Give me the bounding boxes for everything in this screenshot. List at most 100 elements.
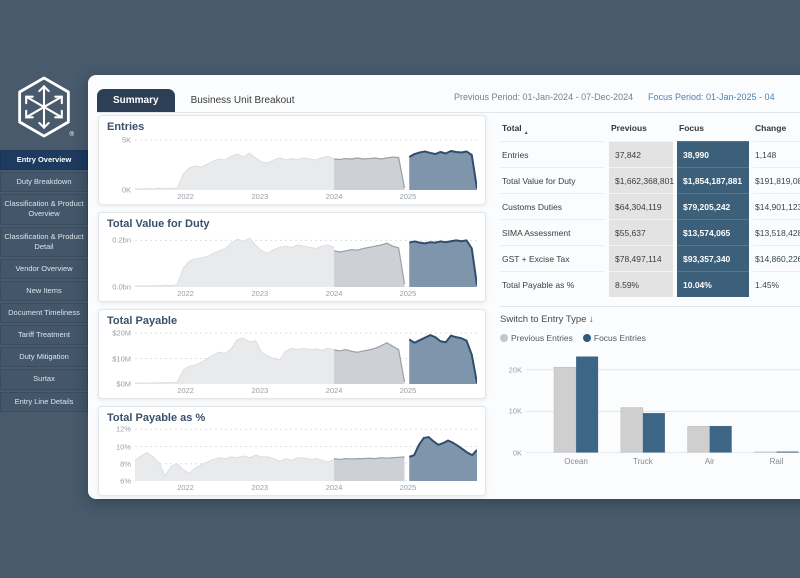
column-header-focus[interactable]: Focus xyxy=(679,123,705,133)
y-tick-label: 0K xyxy=(512,448,522,458)
previous-period-label: Previous Period: 01-Jan-2024 - 07-Dec-20… xyxy=(454,92,634,102)
y-tick-label: 6% xyxy=(120,476,131,486)
focus-series-dot-icon xyxy=(582,334,591,342)
y-tick-label: 5K xyxy=(121,135,131,145)
x-tick-label: 2022 xyxy=(177,483,194,492)
tab-business-unit-breakout[interactable]: Business Unit Breakout xyxy=(190,95,295,106)
y-tick-label: 20K xyxy=(508,365,522,375)
table-row-entries[interactable]: Entries 37,842 38,990 1,148 xyxy=(500,141,800,167)
kpi-comparison-table: Total ▲ Previous Focus Change Entries 37,842 38… xyxy=(500,115,800,297)
svg-text:®: ® xyxy=(69,130,74,138)
category-label-ocean: Ocean xyxy=(564,457,588,466)
sidebar-item-new-items[interactable]: New Items xyxy=(0,280,88,301)
sidebar-item-classification-product-detail[interactable]: Classification & Product Detail xyxy=(0,226,88,257)
kpi-table-header-row: Total ▲ Previous Focus Change xyxy=(500,115,800,141)
y-tick-label: 10K xyxy=(508,406,522,416)
column-header-change[interactable]: Change xyxy=(755,123,787,133)
bar-category-axis: Ocean Truck Air Rail xyxy=(526,453,800,467)
entries-by-entry-type-plot[interactable] xyxy=(526,349,800,453)
table-row-sima-assessment[interactable]: SIMA Assessment $55,637 $13,574,065 $13,518… xyxy=(500,219,800,245)
entries-trend-plot[interactable] xyxy=(135,134,477,190)
y-tick-label: $10M xyxy=(112,354,131,364)
previous-cell: 37,842 xyxy=(609,141,673,167)
x-axis: 2022 2023 2024 2025 xyxy=(135,190,477,202)
label-cell: Customs Duties xyxy=(500,193,605,219)
x-axis: 2022 2023 2024 2025 xyxy=(135,287,477,299)
change-cell: $13,518,428 xyxy=(753,219,800,245)
switch-to-entry-type-control[interactable]: Switch to Entry Type ↓ xyxy=(500,314,594,325)
x-tick-label: 2025 xyxy=(399,483,417,492)
chart-title: Total Value for Duty xyxy=(107,218,210,230)
previous-cell: $64,304,119 xyxy=(609,193,673,219)
total-value-for-duty-trend-svg xyxy=(135,231,477,287)
y-tick-label: 8% xyxy=(120,459,131,469)
y-axis: 12% 10% 8% 6% xyxy=(107,424,135,486)
y-tick-label: $0M xyxy=(116,379,131,389)
legend-previous-entries[interactable]: Previous Entries xyxy=(500,333,573,343)
column-header-previous[interactable]: Previous xyxy=(611,123,647,133)
x-tick-label: 2023 xyxy=(251,386,269,395)
sidebar-item-entry-overview[interactable]: Entry Overview xyxy=(0,150,88,171)
x-tick-label: 2023 xyxy=(251,192,269,201)
x-tick-label: 2025 xyxy=(399,192,417,201)
table-row-total-payable-as-[interactable]: Total Payable as % 8.59% 10.04% 1.45% xyxy=(500,271,800,297)
y-tick-label: 10% xyxy=(115,442,131,452)
panel-divider xyxy=(500,306,800,307)
label-cell: Total Value for Duty xyxy=(500,167,605,193)
sidebar-item-surtax[interactable]: Surtax xyxy=(0,369,88,390)
total-payable-trend-svg xyxy=(135,328,477,384)
category-label-air: Air xyxy=(704,457,715,466)
y-tick-label: 0.0bn xyxy=(112,282,131,292)
x-tick-label: 2022 xyxy=(177,289,194,298)
chart-title: Entries xyxy=(107,121,145,133)
sidebar-item-duty-breakdown[interactable]: Duty Breakdown xyxy=(0,172,88,193)
category-label-truck: Truck xyxy=(633,457,653,466)
total-payable-trend-plot[interactable] xyxy=(135,328,477,384)
column-header-total[interactable]: Total ▲ xyxy=(502,123,529,136)
focus-cell: 38,990 xyxy=(677,141,749,167)
label-cell: Total Payable as % xyxy=(500,271,605,297)
sidebar-item-document-timeliness[interactable]: Document Timeliness xyxy=(0,303,88,324)
sidebar-item-tariff-treatment[interactable]: Tariff Treatment xyxy=(0,325,88,346)
x-axis: 2022 2023 2024 2025 xyxy=(135,481,477,493)
x-tick-label: 2024 xyxy=(325,192,343,201)
sidebar-item-entry-line-details[interactable]: Entry Line Details xyxy=(0,391,88,412)
table-row-total-value-for-duty[interactable]: Total Value for Duty $1,662,368,801 $1,854… xyxy=(500,167,800,193)
change-cell: $14,901,123 xyxy=(753,193,800,219)
x-axis: 2022 2023 2024 2025 xyxy=(135,384,477,396)
sidebar-item-vendor-overview[interactable]: Vendor Overview xyxy=(0,258,88,279)
previous-cell: $78,497,114 xyxy=(609,245,673,271)
entries-trend-svg xyxy=(135,134,477,190)
previous-cell: 8.59% xyxy=(609,271,673,297)
sidebar-nav: Entry Overview Duty Breakdown Classificati… xyxy=(0,150,88,412)
table-row-customs-duties[interactable]: Customs Duties $64,304,119 $79,205,242 $14,… xyxy=(500,193,800,219)
total-payable-percent-chart-card: Total Payable as % 12% 10% 8% 6% 2022 2023 202… xyxy=(98,406,486,496)
table-row-gst-excise-tax[interactable]: GST + Excise Tax $78,497,114 $93,357,340 $1… xyxy=(500,245,800,271)
y-tick-label: 12% xyxy=(115,424,131,434)
total-payable-percent-trend-plot[interactable] xyxy=(135,425,477,481)
total-payable-percent-trend-svg xyxy=(135,425,477,481)
sidebar-item-duty-mitigation[interactable]: Duty Mitigation xyxy=(0,347,88,368)
legend-focus-entries[interactable]: Focus Entries xyxy=(582,333,646,343)
label-cell: GST + Excise Tax xyxy=(500,245,605,271)
chart-title: Total Payable as % xyxy=(107,412,206,424)
legend-label: Focus Entries xyxy=(593,333,646,343)
sidebar: ® Entry Overview Duty Breakdown Classifica… xyxy=(0,0,88,578)
x-tick-label: 2022 xyxy=(177,386,194,395)
change-cell: 1.45% xyxy=(753,271,800,297)
sidebar-item-classification-product-overview[interactable]: Classification & Product Overview xyxy=(0,194,88,225)
label-cell: SIMA Assessment xyxy=(500,219,605,245)
x-tick-label: 2024 xyxy=(325,289,343,298)
logo: ® xyxy=(0,74,88,140)
x-tick-label: 2024 xyxy=(325,386,343,395)
sort-ascending-icon: ▲ xyxy=(523,130,529,136)
total-value-for-duty-trend-plot[interactable] xyxy=(135,231,477,287)
y-axis: 5K 0K xyxy=(107,134,135,195)
tab-summary[interactable]: Summary xyxy=(97,89,175,112)
chart-title: Total Payable xyxy=(107,315,178,327)
x-tick-label: 2022 xyxy=(177,192,194,201)
change-cell: $14,860,226 xyxy=(753,245,800,271)
change-cell: $191,819,080 xyxy=(753,167,800,193)
focus-cell: 10.04% xyxy=(677,271,749,297)
focus-cell: $13,574,065 xyxy=(677,219,749,245)
